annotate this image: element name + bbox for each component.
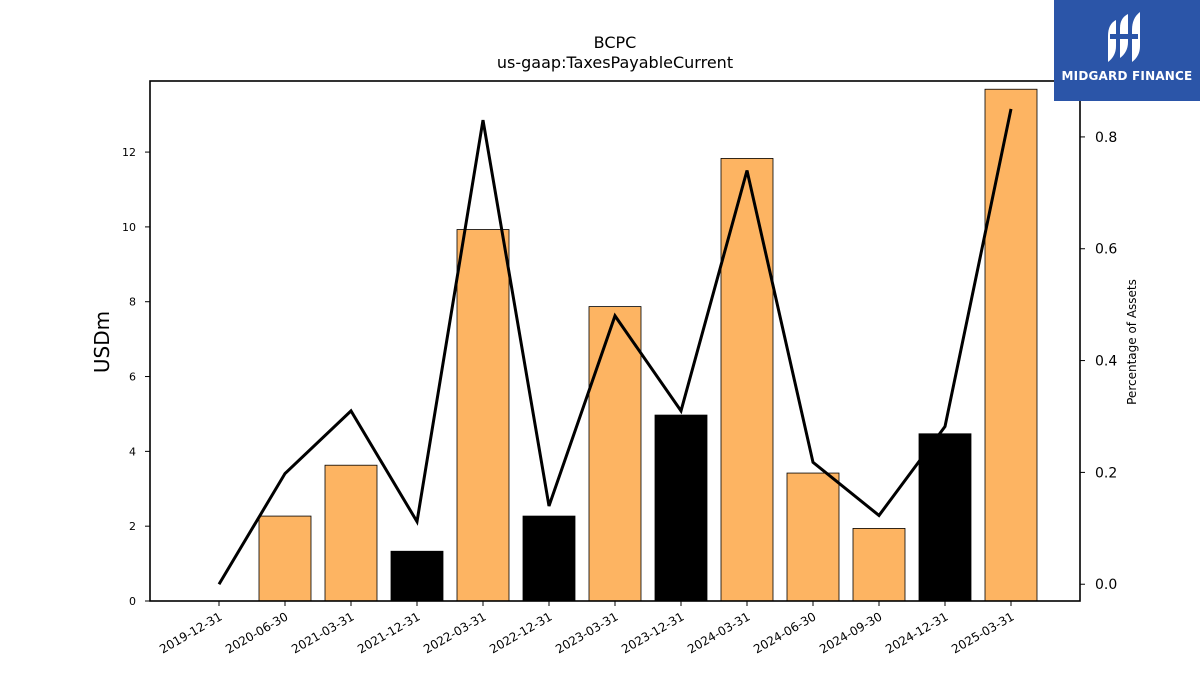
x-tick-label: 2022-12-31 bbox=[487, 609, 554, 656]
y2-tick-label: 0.6 bbox=[1095, 242, 1117, 258]
logo-mark-icon bbox=[1108, 12, 1140, 62]
percentage-line bbox=[217, 108, 1013, 585]
x-tick-label: 2023-12-31 bbox=[619, 609, 686, 656]
x-tick-label: 2025-03-31 bbox=[949, 609, 1016, 656]
x-tick-label: 2020-06-30 bbox=[223, 609, 290, 656]
chart-title: BCPC bbox=[594, 33, 637, 52]
y2-tick-label: 0.4 bbox=[1095, 354, 1117, 370]
bar bbox=[390, 550, 444, 602]
y-tick-label: 8 bbox=[129, 296, 136, 309]
bar bbox=[720, 158, 774, 602]
y-axis-label: USDm bbox=[90, 311, 114, 373]
x-tick-label: 2024-06-30 bbox=[751, 609, 818, 656]
x-tick-label: 2024-03-31 bbox=[685, 609, 752, 656]
y2-axis-label: Percentage of Assets bbox=[1125, 279, 1139, 405]
bar bbox=[522, 515, 576, 602]
y-tick-label: 4 bbox=[129, 445, 136, 458]
bar bbox=[654, 414, 708, 602]
midgard-finance-logo: MIDGARD FINANCE bbox=[1054, 0, 1200, 101]
y-tick-label: 6 bbox=[129, 371, 136, 384]
bar bbox=[984, 88, 1038, 602]
x-tick-label: 2024-12-31 bbox=[883, 609, 950, 656]
line-series bbox=[217, 108, 1013, 585]
bar bbox=[456, 229, 510, 602]
x-tick-label: 2023-03-31 bbox=[553, 609, 620, 656]
logo-text: MIDGARD FINANCE bbox=[1061, 69, 1193, 83]
bar bbox=[786, 472, 840, 602]
y-tick-label: 10 bbox=[122, 221, 136, 234]
y2-tick-label: 0.2 bbox=[1095, 465, 1117, 481]
bar bbox=[588, 306, 642, 602]
bar bbox=[852, 528, 906, 602]
y-tick-label: 2 bbox=[129, 520, 136, 533]
bar-series bbox=[258, 88, 1038, 602]
x-tick-label: 2021-12-31 bbox=[355, 609, 422, 656]
bar bbox=[918, 433, 972, 602]
bar bbox=[258, 515, 312, 602]
y2-tick-label: 0.0 bbox=[1095, 577, 1117, 593]
chart-subtitle: us-gaap:TaxesPayableCurrent bbox=[497, 53, 733, 72]
y2-tick-label: 0.8 bbox=[1095, 130, 1117, 146]
x-tick-label: 2019-12-31 bbox=[157, 609, 224, 656]
right-axis: 0.0 0.2 0.4 0.6 0.8 bbox=[1080, 130, 1117, 593]
x-axis: 2019-12-312020-06-302021-03-312021-12-31… bbox=[157, 601, 1017, 656]
y-tick-label: 0 bbox=[129, 595, 136, 608]
x-tick-label: 2021-03-31 bbox=[289, 609, 356, 656]
x-tick-label: 2022-03-31 bbox=[421, 609, 488, 656]
left-axis: 0 2 4 6 8 10 12 bbox=[122, 146, 150, 608]
bar bbox=[324, 464, 378, 602]
y-tick-label: 12 bbox=[122, 146, 136, 159]
x-tick-label: 2024-09-30 bbox=[817, 609, 884, 656]
